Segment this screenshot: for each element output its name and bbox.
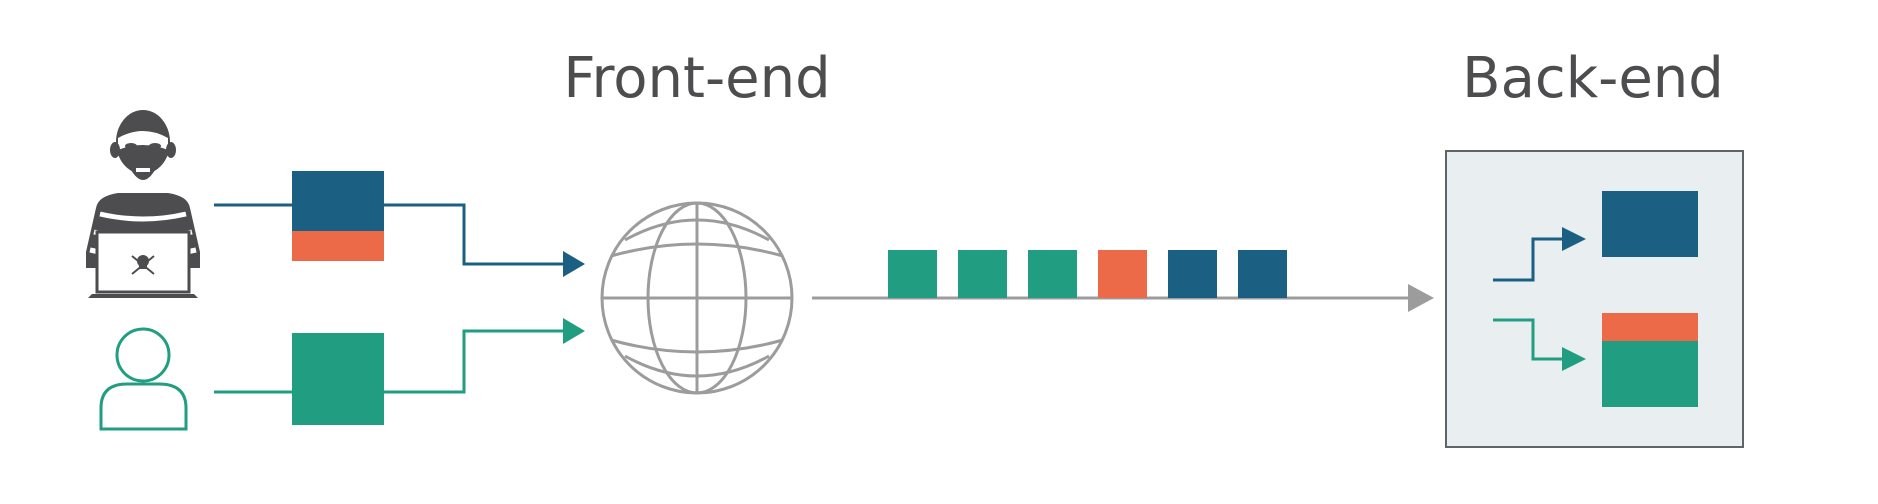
hacker-with-laptop-icon bbox=[86, 110, 200, 298]
user-request-line bbox=[214, 329, 570, 394]
attacker-request-line bbox=[214, 203, 570, 266]
globe-icon bbox=[600, 201, 794, 395]
backend-title: Back-end bbox=[1462, 46, 1724, 111]
user-icon bbox=[99, 327, 188, 431]
backend-navy-request bbox=[1602, 191, 1698, 257]
attacker-request-block bbox=[292, 171, 384, 261]
frontend-title: Front-end bbox=[563, 46, 830, 111]
queued-request-teal bbox=[888, 250, 937, 298]
queued-request-navy bbox=[1168, 250, 1217, 298]
user-request-block bbox=[292, 333, 384, 425]
request-queue bbox=[888, 250, 1287, 298]
queued-request-orange bbox=[1098, 250, 1147, 298]
forwarding-arrowhead bbox=[1408, 284, 1434, 312]
skull-crossbones-icon bbox=[131, 255, 155, 275]
backend-teal-arrowhead bbox=[1562, 347, 1586, 371]
queued-request-navy bbox=[1238, 250, 1287, 298]
attacker-arrowhead bbox=[563, 251, 585, 277]
backend-box bbox=[1445, 150, 1744, 448]
queued-request-teal bbox=[958, 250, 1007, 298]
backend-navy-line bbox=[1493, 237, 1568, 282]
backend-poisoned-request bbox=[1602, 313, 1698, 407]
user-arrowhead bbox=[563, 318, 585, 344]
backend-teal-line bbox=[1493, 318, 1568, 361]
queued-request-teal bbox=[1028, 250, 1077, 298]
backend-navy-arrowhead bbox=[1562, 227, 1586, 251]
